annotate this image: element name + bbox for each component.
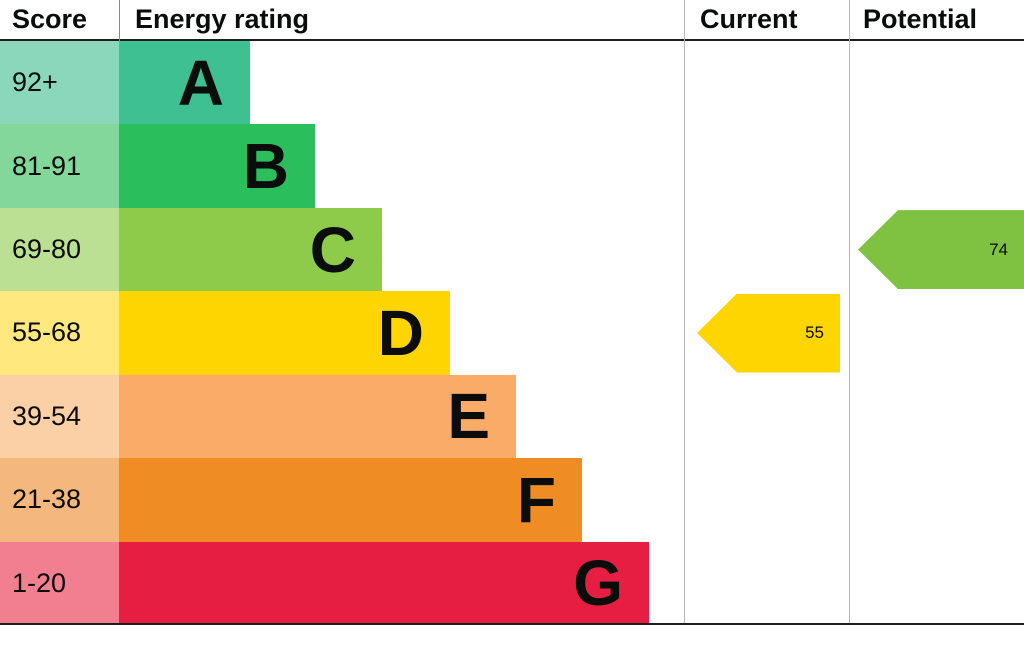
band-rows: 92+ A 81-91 B 69-80 C 55-68 D 39-54 [0, 41, 1024, 625]
band-letter: A [177, 46, 224, 119]
potential-rating-arrow: 74 [858, 210, 1024, 290]
band-bar: A [119, 41, 250, 125]
header-energy-rating: Energy rating [135, 4, 310, 34]
divider-current-potential [849, 0, 850, 625]
band-letter: G [573, 547, 623, 620]
header-potential: Potential [863, 4, 978, 34]
band-letter: F [516, 463, 556, 536]
band-row-f: 21-38 F [0, 458, 1024, 542]
potential-value: 74 [989, 239, 1008, 259]
score-range: 21-38 [0, 458, 119, 542]
band-row-e: 39-54 E [0, 374, 1024, 459]
header-current: Current [700, 4, 798, 34]
band-bar: G [119, 541, 649, 625]
divider-score-rating [119, 0, 120, 41]
band-bar: F [119, 458, 582, 542]
band-bar: D [119, 291, 450, 375]
score-range: 39-54 [0, 374, 119, 459]
chart-header: Score Energy rating Current Potential [0, 0, 1024, 41]
band-letter: E [447, 380, 490, 453]
band-row-a: 92+ A [0, 41, 1024, 125]
current-value: 55 [805, 323, 824, 342]
chart-bottom-border [0, 623, 1024, 625]
score-range: 92+ [0, 41, 119, 125]
band-letter: C [309, 213, 356, 286]
score-range: 1-20 [0, 541, 119, 625]
score-range: 55-68 [0, 291, 119, 375]
band-row-b: 81-91 B [0, 124, 1024, 208]
score-range: 69-80 [0, 207, 119, 292]
band-row-c: 69-80 C [0, 207, 1024, 292]
divider-rating-current [684, 0, 685, 625]
band-letter: D [377, 296, 424, 369]
score-range: 81-91 [0, 124, 119, 208]
band-bar: E [119, 374, 516, 459]
band-bar: B [119, 124, 315, 208]
band-letter: B [242, 130, 289, 203]
header-score: Score [12, 4, 88, 34]
band-row-d: 55-68 D [0, 291, 1024, 375]
band-row-g: 1-20 G [0, 541, 1024, 625]
band-bar: C [119, 207, 382, 292]
